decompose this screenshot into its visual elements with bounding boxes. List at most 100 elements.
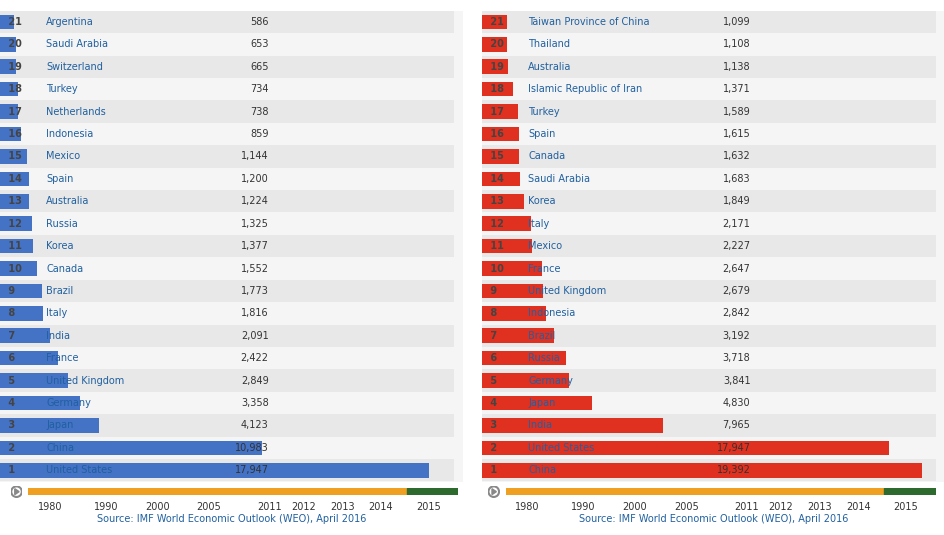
Text: 17: 17 [486,106,503,117]
Text: 4: 4 [486,398,497,408]
Bar [481,33,935,56]
Bar [0,149,27,164]
Text: Korea: Korea [528,196,555,207]
Text: 2,171: 2,171 [722,219,750,228]
Bar [883,488,935,495]
Text: 734: 734 [250,84,268,94]
Text: 11: 11 [486,241,503,251]
Text: Turkey: Turkey [528,106,559,117]
Text: 1: 1 [5,465,15,475]
Text: 1,325: 1,325 [241,219,268,228]
Bar [481,347,935,369]
Text: 16: 16 [5,129,22,139]
Text: France: France [528,264,560,273]
Text: Saudi Arabia: Saudi Arabia [528,174,590,184]
Text: Indonesia: Indonesia [528,308,575,318]
Text: United Kingdom: United Kingdom [528,286,606,296]
Text: 9: 9 [5,286,15,296]
Text: 2,679: 2,679 [722,286,750,296]
Bar [0,441,262,455]
Text: 4,123: 4,123 [241,421,268,431]
Text: 2,849: 2,849 [241,376,268,386]
Text: 653: 653 [250,40,268,49]
Text: 14: 14 [486,174,503,184]
Bar [0,172,28,186]
Text: 1,224: 1,224 [241,196,268,207]
Text: 15: 15 [486,151,503,162]
Text: 2005: 2005 [196,502,221,513]
Text: 5: 5 [486,376,497,386]
Bar [0,235,453,257]
Text: 16: 16 [486,129,503,139]
Bar [481,373,568,388]
Bar [0,216,32,231]
Bar [0,59,16,74]
Text: 2012: 2012 [767,502,792,513]
Text: 3,358: 3,358 [241,398,268,408]
Text: 3,192: 3,192 [722,331,750,341]
Text: 2014: 2014 [845,502,869,513]
Bar [481,325,935,347]
Bar [0,261,37,276]
Text: 10,983: 10,983 [234,443,268,453]
Text: 2013: 2013 [806,502,831,513]
Text: 8: 8 [486,308,497,318]
Text: 18: 18 [486,84,503,94]
Text: Turkey: Turkey [46,84,77,94]
Bar [481,437,935,459]
Bar [0,101,453,123]
Text: China: China [528,465,556,475]
Bar [481,149,518,164]
Text: 20: 20 [486,40,503,49]
Text: 19,392: 19,392 [716,465,750,475]
Text: 1,816: 1,816 [241,308,268,318]
Text: 665: 665 [250,62,268,72]
Bar [481,351,565,365]
Bar [481,127,518,141]
Text: 1,371: 1,371 [722,84,750,94]
Bar [481,284,542,298]
Bar [0,212,453,235]
Bar [481,101,935,123]
Text: Brazil: Brazil [528,331,555,341]
Text: Argentina: Argentina [46,17,94,27]
Text: Spain: Spain [46,174,74,184]
Bar [0,239,33,254]
Text: 2015: 2015 [415,502,440,513]
Text: India: India [46,331,70,341]
Bar [481,328,554,343]
Text: Indonesia: Indonesia [46,129,93,139]
Text: Canada: Canada [46,264,83,273]
Text: 7: 7 [5,331,15,341]
Text: India: India [528,421,551,431]
Text: 2,647: 2,647 [722,264,750,273]
Text: Italy: Italy [46,308,67,318]
Text: 4,830: 4,830 [722,398,750,408]
Bar [0,56,453,78]
Text: Brazil: Brazil [46,286,74,296]
Text: 2,842: 2,842 [722,308,750,318]
Text: Spain: Spain [528,129,555,139]
Bar [481,172,519,186]
Bar [0,145,453,167]
Bar [0,194,29,209]
Text: 12: 12 [486,219,503,228]
Text: 6: 6 [486,353,497,363]
Bar [0,373,68,388]
Text: 4: 4 [5,398,15,408]
Text: 1,552: 1,552 [241,264,268,273]
Text: 15: 15 [5,151,22,162]
Text: Italy: Italy [528,219,548,228]
Text: 1,144: 1,144 [241,151,268,162]
Text: 8: 8 [5,308,15,318]
Text: 1,377: 1,377 [241,241,268,251]
Bar [481,261,542,276]
Bar [0,82,18,96]
Bar [481,441,888,455]
Polygon shape [492,489,496,494]
Bar [0,284,42,298]
Bar [481,59,507,74]
Bar [481,369,935,392]
Text: Russia: Russia [528,353,560,363]
Bar [481,14,506,29]
